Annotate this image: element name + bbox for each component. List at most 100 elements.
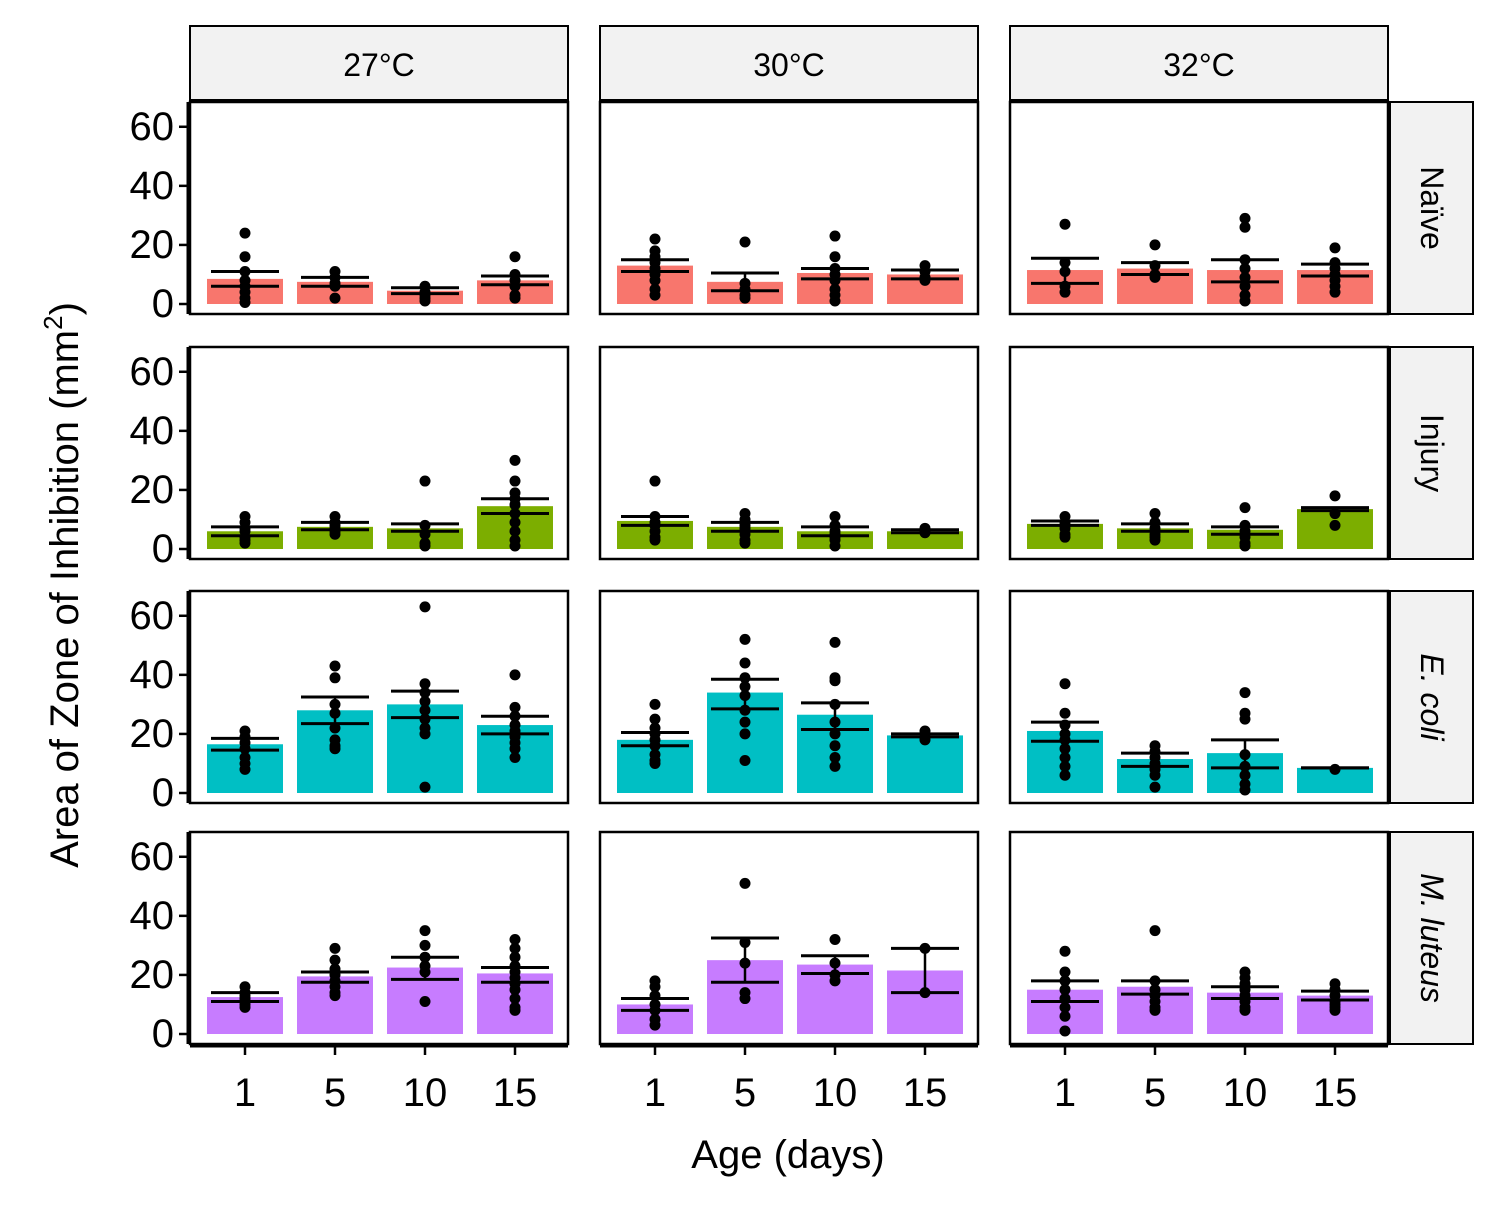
y-tick-label-0-1: 20 bbox=[130, 223, 175, 267]
y-tick-label-3-3: 60 bbox=[130, 835, 175, 879]
data-point-3-0 bbox=[509, 454, 521, 466]
data-point-0-8 bbox=[1059, 769, 1071, 781]
panel-border bbox=[1008, 589, 1390, 805]
row-strip-label-0: Naïve bbox=[1414, 166, 1450, 250]
data-point-1-1 bbox=[329, 672, 341, 684]
panel-background bbox=[190, 102, 568, 314]
data-point-1-0 bbox=[739, 877, 751, 889]
data-point-3-2 bbox=[1329, 519, 1341, 531]
y-tick-label-3-0: 0 bbox=[152, 1012, 174, 1056]
data-point-1-7 bbox=[329, 990, 341, 1002]
x-tick-label-1-0: 1 bbox=[644, 1071, 666, 1115]
data-point-3-0 bbox=[509, 669, 521, 681]
panel-border bbox=[598, 345, 980, 561]
data-point-0-1 bbox=[1059, 966, 1071, 978]
data-point-2-0 bbox=[419, 601, 431, 613]
data-point-0-1 bbox=[239, 251, 251, 263]
y-tick-label-0-0: 0 bbox=[152, 282, 174, 326]
column-strip-label-1: 30°C bbox=[753, 47, 825, 83]
data-point-0-7 bbox=[1059, 1025, 1071, 1037]
data-point-1-6 bbox=[1149, 1004, 1161, 1016]
data-point-1-8 bbox=[739, 755, 751, 767]
data-point-2-7 bbox=[829, 752, 841, 764]
panel-border bbox=[188, 589, 570, 805]
data-point-2-5 bbox=[829, 728, 841, 740]
data-point-1-5 bbox=[1149, 534, 1161, 546]
y-axis-title-unit: mm bbox=[43, 330, 87, 397]
panel-1-0 bbox=[188, 345, 570, 561]
data-point-1-0 bbox=[329, 660, 341, 672]
data-point-3-1 bbox=[509, 701, 521, 713]
data-point-3-8 bbox=[509, 993, 521, 1005]
data-point-3-0 bbox=[509, 251, 521, 263]
row-strip-1 bbox=[1389, 346, 1474, 560]
data-point-1-4 bbox=[329, 292, 341, 304]
data-point-2-8 bbox=[829, 760, 841, 772]
data-point-0-1 bbox=[649, 981, 661, 993]
data-point-1-4 bbox=[739, 292, 751, 304]
panel-border bbox=[188, 830, 570, 1046]
data-point-3-5 bbox=[509, 292, 521, 304]
strips-layer: 27°C 30°C 32°C Naïve Injury E. coli M. luteus bbox=[189, 25, 1474, 1045]
data-point-0-6 bbox=[649, 274, 661, 286]
panel-border bbox=[598, 100, 980, 316]
panel-border bbox=[598, 830, 980, 1046]
data-point-2-5 bbox=[1239, 769, 1251, 781]
y-tick-label-3-2: 40 bbox=[130, 894, 175, 938]
data-point-3-8 bbox=[509, 752, 521, 764]
data-point-2-0 bbox=[829, 933, 841, 945]
y-tick-label-0-2: 40 bbox=[130, 164, 175, 208]
panel-border bbox=[1008, 830, 1390, 1046]
data-point-2-0 bbox=[1239, 687, 1251, 699]
data-point-0-6 bbox=[1059, 1010, 1071, 1022]
data-point-3-6 bbox=[1329, 1004, 1341, 1016]
data-point-2-1 bbox=[1239, 221, 1251, 233]
data-point-0-5 bbox=[1059, 531, 1071, 543]
y-tick-label-3-1: 20 bbox=[130, 953, 175, 997]
bar-3 bbox=[887, 531, 963, 549]
data-point-1-0 bbox=[1149, 925, 1161, 937]
y-tick-label-2-1: 20 bbox=[130, 712, 175, 756]
x-tick-label-1-1: 5 bbox=[734, 1071, 756, 1115]
y-tick-label-0-3: 60 bbox=[130, 105, 175, 149]
data-point-2-1 bbox=[419, 939, 431, 951]
data-point-3-6 bbox=[1329, 286, 1341, 298]
panel-2-1 bbox=[598, 589, 980, 805]
data-point-1-0 bbox=[1149, 239, 1161, 251]
data-point-0-7 bbox=[1059, 760, 1071, 772]
data-point-1-0 bbox=[329, 942, 341, 954]
panel-0-2 bbox=[1008, 100, 1390, 316]
panel-3-1 bbox=[598, 830, 980, 1046]
x-tick-label-0-2: 10 bbox=[403, 1071, 448, 1115]
x-tick-label-1-2: 10 bbox=[813, 1071, 858, 1115]
data-point-0-6 bbox=[649, 1019, 661, 1031]
panel-0-1 bbox=[598, 100, 980, 316]
row-strip-label-3: M. luteus bbox=[1414, 873, 1450, 1003]
x-tick-label-0-3: 15 bbox=[493, 1071, 538, 1115]
data-point-0-5 bbox=[1059, 1001, 1071, 1013]
data-point-2-2 bbox=[1239, 713, 1251, 725]
data-point-2-0 bbox=[419, 475, 431, 487]
data-point-3-1 bbox=[509, 942, 521, 954]
data-point-2-0 bbox=[829, 636, 841, 648]
column-strip-label-2: 32°C bbox=[1163, 47, 1235, 83]
data-point-3-7 bbox=[509, 743, 521, 755]
data-point-3-9 bbox=[509, 540, 521, 552]
data-point-3-0 bbox=[509, 933, 521, 945]
panel-2-2 bbox=[1008, 589, 1390, 805]
data-point-0-0 bbox=[649, 698, 661, 710]
data-point-2-7 bbox=[419, 728, 431, 740]
row-strip-0 bbox=[1389, 101, 1474, 315]
data-point-2-7 bbox=[1239, 295, 1251, 307]
x-tick-label-0-1: 5 bbox=[324, 1071, 346, 1115]
data-point-2-3 bbox=[829, 975, 841, 987]
data-point-2-6 bbox=[829, 540, 841, 552]
panels-layer bbox=[188, 100, 1390, 1046]
data-point-0-0 bbox=[649, 233, 661, 245]
data-point-0-7 bbox=[239, 297, 251, 309]
data-point-0-4 bbox=[1059, 286, 1071, 298]
data-point-3-2 bbox=[509, 951, 521, 963]
data-point-0-0 bbox=[1059, 678, 1071, 690]
x-tick-label-0-0: 1 bbox=[234, 1071, 256, 1115]
